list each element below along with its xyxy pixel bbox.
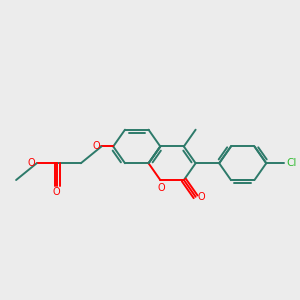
Text: O: O <box>157 183 165 193</box>
Text: O: O <box>92 141 100 151</box>
Text: O: O <box>28 158 35 168</box>
Text: Cl: Cl <box>286 158 297 168</box>
Text: O: O <box>198 192 206 202</box>
Text: O: O <box>52 188 60 197</box>
